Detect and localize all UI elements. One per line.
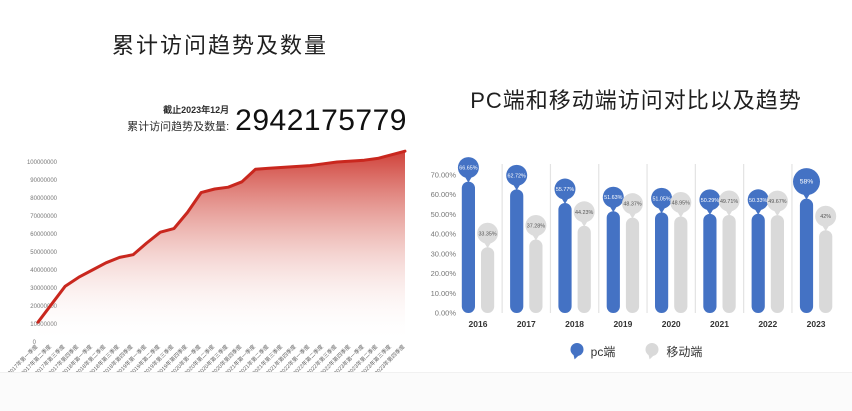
legend-label-mobile: 移动端 [666, 344, 703, 359]
bubble-pc-2020 [651, 187, 673, 209]
bubble-value-label: 50.33% [749, 198, 767, 204]
bar-mobile-2023[interactable] [819, 230, 833, 313]
year-label: 2022 [758, 319, 777, 329]
cumulative-total-value: 2942175779 [235, 103, 407, 137]
year-label: 2021 [710, 319, 729, 329]
bar-pc-2023[interactable] [799, 198, 814, 313]
bubble-value-label: 49.67% [768, 199, 786, 205]
bar-pc-2016[interactable] [461, 181, 475, 313]
cumulative-area-fill[interactable] [38, 151, 405, 342]
bubble-pc-2022 [747, 189, 769, 211]
year-label: 2016 [469, 319, 488, 329]
bar-pc-2018[interactable] [558, 203, 572, 313]
bubble-mobile-2022 [766, 190, 788, 212]
year-label: 2023 [807, 319, 826, 329]
bar-pc-2021[interactable] [703, 213, 717, 313]
bubble-value-label: 66.65% [459, 166, 477, 172]
bar-y-tick: 60.00% [431, 190, 457, 199]
bubble-pc-2019 [602, 186, 624, 208]
bar-pc-2022[interactable] [751, 213, 765, 313]
area-y-tick: 40000000 [30, 268, 57, 274]
area-y-tick: 80000000 [30, 196, 57, 202]
year-label: 2017 [517, 319, 536, 329]
bubble-value-label: 62.72% [508, 173, 526, 179]
area-y-tick: 50000000 [30, 250, 57, 256]
pc-balloon-icon [570, 342, 584, 359]
bubble-pc-2017 [506, 164, 528, 186]
bar-y-tick: 70.00% [431, 171, 457, 180]
bubble-value-label: 50.29% [701, 198, 719, 204]
chart-legend: pc端 移动端 [420, 338, 852, 364]
mobile-balloon-icon [645, 342, 659, 359]
bubble-value-label: 48.95% [672, 200, 690, 206]
legend-item-pc[interactable]: pc端 [570, 342, 616, 360]
bar-mobile-2019[interactable] [625, 217, 640, 313]
bubble-value-label: 42% [820, 214, 831, 220]
bar-y-tick: 50.00% [431, 210, 457, 219]
area-y-tick: 70000000 [30, 214, 57, 220]
bubble-mobile-2016 [477, 222, 499, 244]
bar-mobile-2016[interactable] [481, 247, 495, 313]
comparison-chart-title: PC端和移动端访问对比以及趋势 [470, 88, 802, 113]
year-label: 2020 [662, 319, 681, 329]
bubble-value-label: 44.23% [575, 210, 593, 216]
legend-label-pc: pc端 [590, 344, 616, 359]
area-y-tick: 20000000 [30, 304, 57, 310]
bar-y-tick: 10.00% [431, 289, 457, 298]
metric-label: 累计访问趋势及数量: [127, 121, 230, 133]
bubble-value-label: 51.05% [652, 196, 670, 202]
bar-y-tick: 40.00% [431, 230, 457, 239]
cumulative-trend-line[interactable] [36, 149, 407, 324]
bubble-value-label: 48.37% [623, 202, 641, 208]
bar-y-tick: 0.00% [435, 309, 457, 318]
legend-item-mobile[interactable]: 移动端 [645, 342, 703, 360]
as-of-date-label: 截止2023年12月 [163, 105, 230, 115]
bubble-mobile-2020 [670, 191, 692, 213]
bottom-panel-edge [0, 372, 852, 411]
area-y-tick: 30000000 [30, 286, 57, 292]
bubble-value-label: 58% [800, 179, 814, 186]
bubble-mobile-2018 [573, 201, 595, 223]
bubble-value-label: 51.63% [604, 195, 622, 201]
bar-mobile-2018[interactable] [577, 225, 591, 313]
bubble-mobile-2019 [622, 193, 643, 215]
bubble-pc-2018 [554, 178, 576, 200]
area-y-tick: 100000000 [27, 160, 58, 166]
bar-pc-2017[interactable] [510, 189, 524, 313]
bar-mobile-2022[interactable] [770, 215, 784, 313]
year-label: 2018 [565, 319, 584, 329]
bar-mobile-2021[interactable] [722, 215, 736, 313]
area-y-tick: 60000000 [30, 232, 57, 238]
bar-mobile-2017[interactable] [529, 239, 543, 313]
cumulative-chart-title: 累计访问趋势及数量 [111, 33, 328, 58]
bubble-value-label: 33.35% [478, 231, 496, 237]
pc-mobile-bar-chart[interactable]: 0.00% 10.00% 20.00% 30.00% 40.00% 50.00% 60.00… [420, 150, 852, 335]
bubble-mobile-2023 [815, 205, 837, 227]
cumulative-area-chart[interactable]: 0100000002000000030000000400000005000000… [0, 138, 440, 388]
bar-y-tick: 30.00% [431, 249, 457, 258]
bubble-pc-2023 [793, 168, 820, 196]
bar-pc-2020[interactable] [655, 212, 669, 313]
area-y-tick: 0 [33, 340, 37, 346]
bubble-value-label: 37.28% [527, 224, 545, 230]
bubble-pc-2016 [457, 157, 479, 179]
cumulative-total-callout: 截止2023年12月 累计访问趋势及数量: 2942175779 [95, 103, 407, 135]
bubble-value-label: 49.71% [720, 199, 738, 205]
bar-mobile-2020[interactable] [674, 216, 688, 313]
bubble-mobile-2021 [718, 190, 740, 212]
callout-labels: 截止2023年12月 累计访问趋势及数量: [127, 103, 229, 135]
year-label: 2019 [613, 319, 632, 329]
bar-y-tick: 20.00% [431, 269, 457, 278]
bubble-pc-2021 [699, 189, 721, 211]
bar-pc-2019[interactable] [606, 211, 620, 313]
area-y-tick: 90000000 [30, 178, 57, 184]
bubble-mobile-2017 [525, 215, 547, 237]
bubble-value-label: 55.77% [556, 187, 574, 193]
